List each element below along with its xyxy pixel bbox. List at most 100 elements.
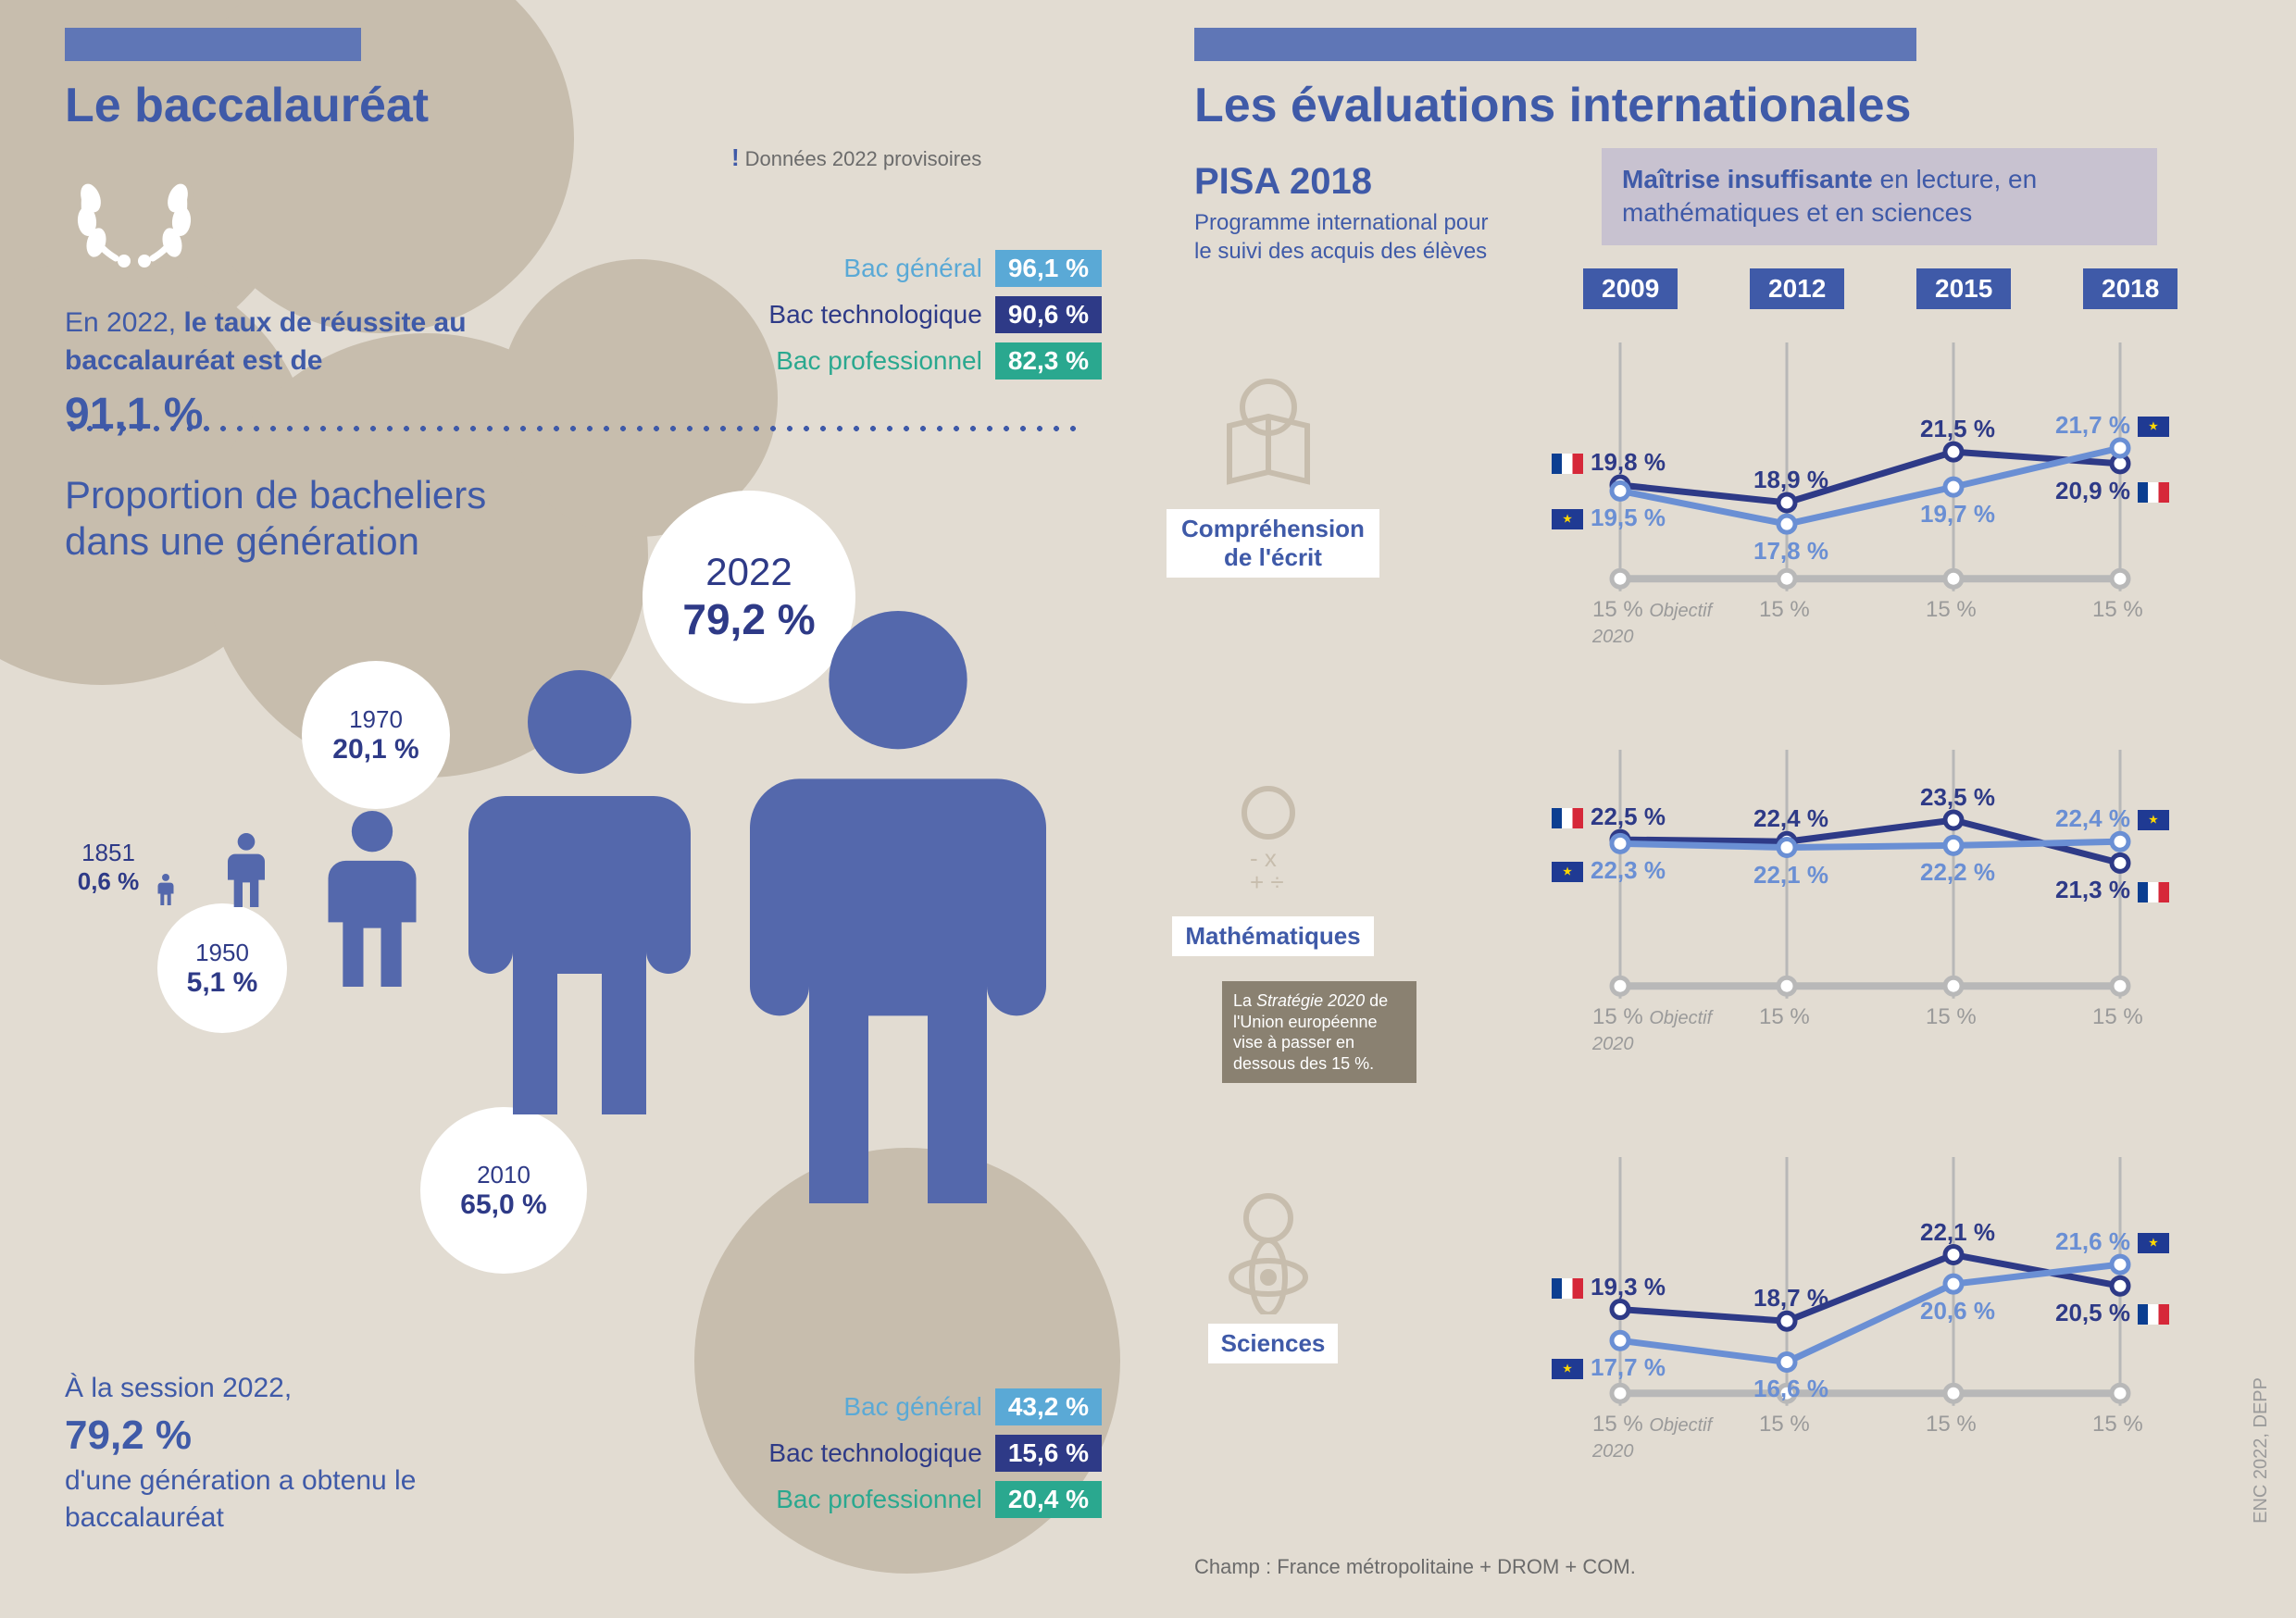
flag-eu-icon [2138,810,2169,830]
bac-row: Bac général 43,2 % [648,1388,1102,1425]
chart-label: Mathématiques [1167,916,1379,956]
person-icon [228,833,265,907]
prop-title-l2: dans une génération [65,519,419,563]
strat-l1: La [1233,991,1256,1010]
source-label: ENC 2022, DEPP [2251,1377,2272,1524]
person-icon [459,670,700,1114]
flag-fr-icon [1552,1278,1583,1299]
proportion-title: Proportion de bacheliers dans une généra… [65,472,486,566]
flag-fr-icon [2138,882,2169,902]
note-text: Données 2022 provisoires [745,147,982,170]
target-label: 15 % [1759,597,1810,623]
success-legend: Bac général96,1 %Bac technologique90,6 %… [648,250,1102,389]
yr: 1950 [195,939,249,967]
champ-note: Champ : France métropolitaine + DROM + C… [1194,1555,1636,1579]
fr-value: 21,5 % [1920,415,1995,443]
bac-pct: 15,6 % [995,1435,1102,1472]
pct: 20,1 % [332,734,418,765]
chart-label: Sciences [1167,1324,1379,1363]
chart-icon [1213,1185,1324,1319]
bac-row: Bac professionnel 20,4 % [648,1481,1102,1518]
footer-prefix: À la session 2022, [65,1373,292,1403]
yr: 2010 [477,1161,530,1189]
svg-text:+ ÷: + ÷ [1250,868,1284,896]
bac-label: Bac technologique [768,300,981,330]
fr-value: 20,9 % [2055,477,2169,505]
year-tab: 2018 [2083,268,2177,309]
eu-value: 22,1 % [1753,861,1828,890]
target-label: 15 % [1926,597,1977,623]
pisa-subtitle: Programme international pour le suivi de… [1194,208,1491,266]
laurel-icon [65,170,204,272]
fr-value: 18,9 % [1753,466,1828,494]
eu-value: 21,7 % [2055,411,2169,440]
target-label: 15 % [1926,1412,1977,1438]
fr-value: 18,7 % [1753,1284,1828,1313]
fr-value: 19,3 % [1552,1273,1666,1301]
fr-value: 22,4 % [1753,804,1828,833]
right-title: Les évaluations internationales [1194,78,2240,133]
target-label: 15 % [2092,1004,2143,1030]
eu-value: 20,6 % [1920,1297,1995,1326]
target-label: 15 % [1759,1004,1810,1030]
intro-text: En 2022, le taux de réussite au baccalau… [65,305,491,380]
eu-value: 19,5 % [1552,504,1666,532]
target-label: 15 % Objectif2020 [1592,597,1712,649]
flag-eu-icon [1552,509,1583,529]
intro-prefix: En 2022, [65,307,183,338]
maitrise-bold: Maîtrise insuffisante [1622,165,1873,193]
bac-row: Bac général 96,1 % [648,250,1102,287]
bac-pct: 96,1 % [995,250,1102,287]
eu-value: 22,4 % [2055,804,2169,833]
bubble-1950: 1950 5,1 % [157,903,287,1033]
footer-text: À la session 2022, 79,2 % d'une générati… [65,1370,491,1537]
person-icon [157,874,174,905]
yr: 2022 [705,550,792,594]
eu-value: 21,6 % [2055,1227,2169,1256]
fr-value: 22,5 % [1552,803,1666,831]
note-bang-icon: ! [731,143,740,171]
pct: 5,1 % [187,967,258,999]
bac-label: Bac général [843,254,981,283]
flag-fr-icon [2138,482,2169,503]
fr-value: 22,1 % [1920,1218,1995,1247]
flag-eu-icon [2138,417,2169,437]
pct: 65,0 % [460,1189,546,1221]
flag-eu-icon [2138,1233,2169,1253]
target-label: 15 % [1926,1004,1977,1030]
bac-row: Bac technologique15,6 % [648,1435,1102,1472]
pct: 0,6 % [57,867,159,896]
yr: 1970 [349,705,403,734]
year-tab: 2009 [1583,268,1678,309]
flag-fr-icon [1552,454,1583,474]
bac-pct: 43,2 % [995,1388,1102,1425]
target-label: 15 % Objectif2020 [1592,1004,1712,1056]
strategie-box: La Stratégie 2020 de l'Union européenne … [1222,981,1416,1083]
breakdown-legend: Bac général 43,2 % Bac technologique15,6 %… [648,1388,1102,1527]
flag-fr-icon [2138,1304,2169,1325]
bubble-2010: 2010 65,0 % [420,1107,587,1274]
target-label: 15 % [2092,1412,2143,1438]
year-1851: 1851 0,6 % [57,839,159,896]
bac-pct: 82,3 % [995,342,1102,380]
bubble-1970: 1970 20,1 % [302,661,450,809]
yr: 1851 [81,839,135,866]
flag-fr-icon [1552,808,1583,828]
strat-it: Stratégie 2020 [1256,991,1365,1010]
fr-value: 19,8 % [1552,448,1666,477]
eu-value: 17,7 % [1552,1353,1666,1382]
year-tab: 2012 [1750,268,1844,309]
target-label: 15 % [1759,1412,1810,1438]
left-title: Le baccalauréat [65,78,1111,133]
chart-icon: - x+ ÷ [1213,778,1324,912]
bac-pct: 20,4 % [995,1481,1102,1518]
person-icon [731,611,1065,1203]
person-icon [326,811,418,987]
bac-label: Bac général [843,1392,981,1422]
fr-value: 21,3 % [2055,876,2169,904]
eu-value: 19,7 % [1920,500,1995,529]
footer-rest: d'une génération a obtenu le baccalauréa… [65,1465,416,1534]
bac-label: Bac professionnel [776,1485,982,1514]
fr-value: 23,5 % [1920,783,1995,812]
chart-icon [1213,370,1324,504]
